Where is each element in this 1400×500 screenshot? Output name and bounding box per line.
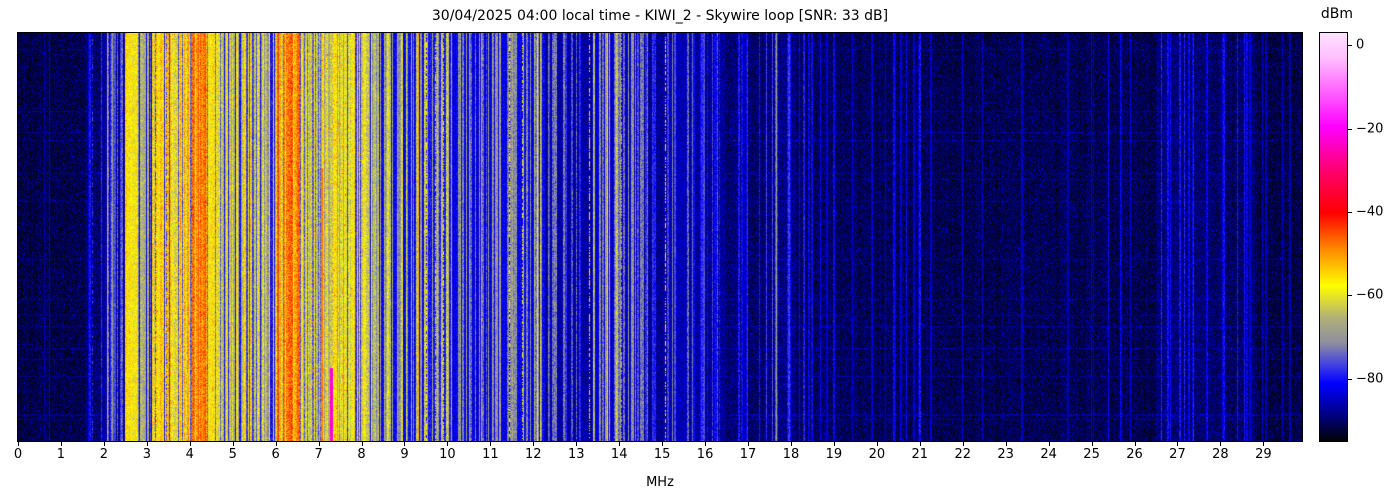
colorbar-tick-label: −60 bbox=[1356, 287, 1384, 303]
colorbar-tick-mark bbox=[1348, 295, 1352, 297]
x-tick-label: 21 bbox=[911, 447, 929, 462]
x-tick-mark bbox=[705, 442, 707, 446]
x-tick-mark bbox=[576, 442, 578, 446]
x-tick-label: 14 bbox=[610, 447, 628, 462]
colorbar-tick-mark bbox=[1348, 128, 1352, 130]
x-tick-mark bbox=[533, 442, 535, 446]
x-tick-label: 25 bbox=[1083, 447, 1100, 462]
x-tick-mark bbox=[361, 442, 363, 446]
x-tick-mark bbox=[60, 442, 62, 446]
x-tick-label: 15 bbox=[653, 447, 671, 462]
x-tick-label: 10 bbox=[439, 447, 456, 462]
x-tick-mark bbox=[833, 442, 835, 446]
x-tick-mark bbox=[275, 442, 277, 446]
x-tick-mark bbox=[790, 442, 792, 446]
x-tick-label: 17 bbox=[739, 447, 757, 462]
x-tick-mark bbox=[232, 442, 234, 446]
x-tick-label: 23 bbox=[997, 447, 1014, 462]
colorbar-canvas bbox=[1320, 33, 1347, 441]
x-tick-mark bbox=[962, 442, 964, 446]
x-tick-label: 4 bbox=[185, 447, 194, 462]
x-tick-label: 1 bbox=[56, 447, 66, 462]
x-tick-label: 28 bbox=[1212, 447, 1229, 462]
x-tick-label: 19 bbox=[825, 447, 843, 462]
x-tick-mark bbox=[146, 442, 148, 446]
x-tick-mark bbox=[1005, 442, 1007, 446]
x-tick-label: 16 bbox=[696, 447, 714, 462]
x-tick-label: 26 bbox=[1126, 447, 1143, 462]
colorbar-tick-label: 0 bbox=[1356, 37, 1365, 53]
x-tick-mark bbox=[18, 442, 19, 446]
x-axis-label: MHz bbox=[646, 475, 674, 490]
chart-title: 30/04/2025 04:00 local time - KIWI_2 - S… bbox=[431, 8, 889, 24]
x-tick-mark bbox=[876, 442, 878, 446]
x-tick-mark bbox=[189, 442, 191, 446]
spectrogram-canvas bbox=[18, 33, 1302, 441]
x-tick-mark bbox=[1091, 442, 1093, 446]
x-tick-mark bbox=[662, 442, 664, 446]
x-tick-mark bbox=[404, 442, 406, 446]
x-tick-mark bbox=[619, 442, 621, 446]
colorbar-tick-label: −20 bbox=[1356, 121, 1384, 137]
colorbar-tick-label: −40 bbox=[1356, 204, 1384, 220]
x-tick-label: 11 bbox=[482, 447, 499, 462]
x-tick-label: 29 bbox=[1255, 447, 1272, 462]
x-tick-label: 20 bbox=[868, 447, 886, 462]
colorbar-tick-mark bbox=[1348, 212, 1352, 214]
x-tick-label: 13 bbox=[567, 447, 585, 462]
x-tick-label: 2 bbox=[99, 447, 109, 462]
colorbar-tick-mark bbox=[1348, 45, 1352, 47]
x-tick-mark bbox=[1177, 442, 1179, 446]
x-tick-label: 27 bbox=[1169, 447, 1186, 462]
x-tick-label: 3 bbox=[142, 447, 151, 462]
x-tick-mark bbox=[318, 442, 320, 446]
x-tick-mark bbox=[919, 442, 921, 446]
x-tick-label: 8 bbox=[357, 447, 366, 462]
x-tick-label: 12 bbox=[525, 447, 542, 462]
x-tick-label: 0 bbox=[13, 447, 23, 462]
x-tick-label: 9 bbox=[400, 447, 409, 462]
colorbar-tick-mark bbox=[1348, 378, 1352, 380]
x-tick-mark bbox=[490, 442, 492, 446]
x-tick-label: 5 bbox=[228, 447, 237, 462]
colorbar-tick-label: −80 bbox=[1356, 371, 1384, 387]
x-tick-mark bbox=[748, 442, 750, 446]
x-tick-mark bbox=[1263, 442, 1265, 446]
colorbar-unit-label: dBm bbox=[1320, 6, 1354, 22]
x-tick-mark bbox=[1220, 442, 1222, 446]
x-tick-mark bbox=[1134, 442, 1136, 446]
x-tick-label: 24 bbox=[1040, 447, 1057, 462]
x-tick-label: 6 bbox=[271, 447, 280, 462]
x-tick-label: 22 bbox=[954, 447, 972, 462]
x-tick-mark bbox=[447, 442, 449, 446]
x-tick-label: 7 bbox=[314, 447, 323, 462]
x-tick-mark bbox=[103, 442, 105, 446]
x-tick-mark bbox=[1048, 442, 1050, 446]
x-tick-label: 18 bbox=[782, 447, 800, 462]
